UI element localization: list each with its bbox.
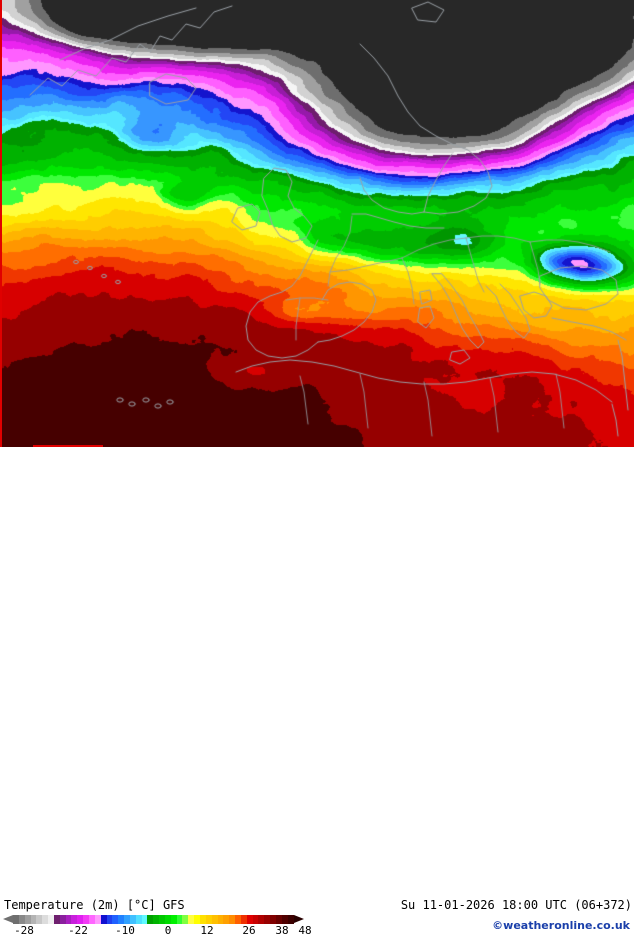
copyright-label: ©weatheronline.co.uk bbox=[492, 919, 630, 932]
colorbar-tick-labels: -28 -22 -10 0 12 26 38 48 bbox=[0, 924, 320, 937]
product-title: Temperature (2m) [°C] GFS bbox=[4, 898, 185, 912]
colorbar-under-arrow-icon bbox=[3, 915, 13, 923]
colorbar-tick-label: 48 bbox=[298, 924, 312, 937]
colorbar-tick-label: 0 bbox=[164, 924, 172, 937]
temperature-colorbar[interactable]: -28 -22 -10 0 12 26 38 48 bbox=[0, 913, 320, 937]
colorbar-swatch bbox=[287, 915, 294, 924]
colorbar-swatches bbox=[13, 915, 294, 924]
colorbar-tick-label: -28 bbox=[14, 924, 34, 937]
map-left-accent-line bbox=[0, 0, 2, 447]
temperature-map[interactable] bbox=[0, 0, 634, 447]
valid-time-label: Su 11-01-2026 18:00 UTC (06+372) bbox=[400, 898, 632, 912]
colorbar-over-arrow-icon bbox=[294, 915, 304, 923]
colorbar-tick-label: 12 bbox=[200, 924, 214, 937]
colorbar-tick-label: 26 bbox=[242, 924, 256, 937]
colorbar-tick-label: -22 bbox=[68, 924, 88, 937]
map-footer: Temperature (2m) [°C] GFS Su 11-01-2026 … bbox=[0, 447, 634, 937]
colorbar-tick-label: 38 bbox=[275, 924, 289, 937]
colorbar-tick-label: -10 bbox=[115, 924, 135, 937]
map-bottom-accent-line bbox=[33, 445, 103, 447]
temperature-field-canvas bbox=[0, 0, 634, 447]
